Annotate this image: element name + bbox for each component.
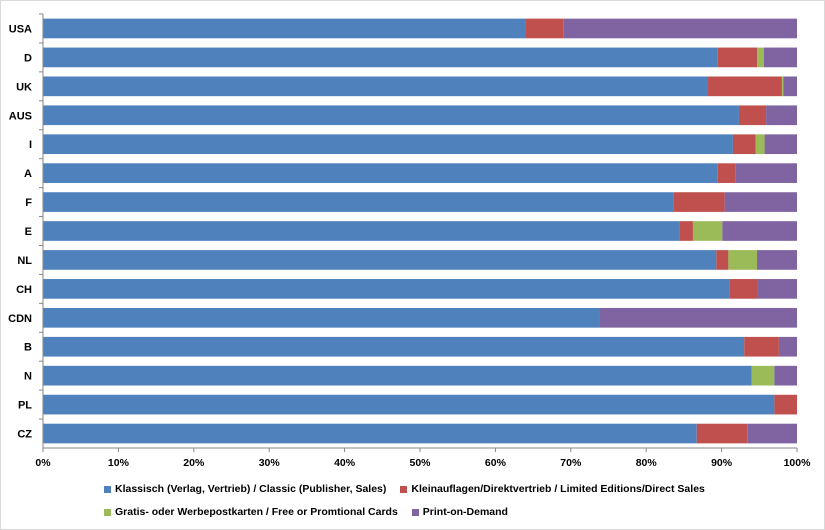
bar-e-series-1	[43, 221, 680, 241]
bar-nl-series-2	[716, 250, 729, 270]
legend-label: Kleinauflagen/Direktvertrieb / Limited E…	[411, 483, 705, 495]
x-tick-label: 30%	[259, 457, 281, 469]
x-tick-label: 100%	[784, 457, 812, 469]
bar-aus-series-1	[43, 105, 739, 126]
x-tick-label: 40%	[334, 457, 356, 469]
category-label: B	[24, 342, 32, 354]
axis-layer	[39, 13, 798, 452]
x-tick-label: 90%	[711, 457, 733, 469]
legend-swatch	[104, 485, 111, 493]
bar-e-series-2	[679, 221, 693, 241]
bar-a-series-1	[43, 163, 718, 183]
bar-n-series-1	[43, 365, 752, 386]
bar-usa-series-4	[563, 18, 797, 39]
bar-nl-series-1	[43, 250, 717, 270]
legend-swatch	[400, 485, 408, 493]
x-tick-label: 50%	[409, 457, 431, 469]
legend-swatch	[411, 508, 419, 516]
bar-a-series-4	[735, 163, 797, 183]
bar-i-series-4	[764, 134, 797, 155]
legend-item: Klassisch (Verlag, Vertrieb) / Classic (…	[104, 483, 386, 495]
bar-uk-series-4	[783, 76, 797, 97]
bar-b-series-2	[744, 336, 779, 357]
bar-cz-series-2	[696, 423, 748, 444]
bar-pl-series-1	[43, 394, 775, 415]
category-label: N	[24, 371, 32, 383]
bar-e-series-4	[722, 221, 797, 241]
bar-a-series-2	[717, 163, 736, 183]
legend-row: Gratis- oder Werbepostkarten / Free or P…	[104, 506, 522, 518]
x-tick-label: 0%	[35, 457, 51, 469]
bar-b-series-4	[778, 336, 797, 357]
bars-layer	[43, 18, 797, 444]
bar-ch-series-4	[757, 279, 797, 299]
bar-f-series-1	[43, 192, 674, 212]
bar-uk-series-2	[708, 76, 782, 97]
legend-item: Print-on-Demand	[411, 506, 508, 518]
category-label: I	[29, 139, 32, 151]
labels-layer: USA D UK AUS I A F E NL CH CDN B N PL CZ 0% 10% 20% 30% 40%…	[8, 23, 811, 469]
bar-d-series-1	[43, 47, 718, 68]
category-label: A	[24, 168, 32, 180]
legend-label: Gratis- oder Werbepostkarten / Free or P…	[115, 506, 398, 518]
category-label: D	[24, 52, 32, 64]
bar-cdn-series-4	[599, 307, 797, 328]
bar-i-series-1	[43, 134, 733, 155]
bar-uk-series-1	[43, 76, 709, 97]
bar-nl-series-4	[757, 250, 797, 270]
bar-f-series-4	[724, 192, 797, 212]
bar-ch-series-1	[43, 279, 730, 299]
bar-i-series-3	[755, 134, 765, 155]
bar-nl-series-3	[728, 250, 758, 270]
legend-item: Kleinauflagen/Direktvertrieb / Limited E…	[400, 483, 705, 495]
category-label: CDN	[8, 313, 32, 325]
category-label: CH	[16, 284, 32, 296]
bar-pl-series-2	[774, 394, 797, 415]
bar-n-series-4	[774, 365, 797, 386]
bar-d-series-2	[717, 47, 758, 68]
x-tick-label: 80%	[636, 457, 658, 469]
category-label: USA	[9, 23, 32, 35]
bar-aus-series-4	[766, 105, 797, 126]
bar-uk-series-3	[781, 76, 784, 97]
x-tick-label: 10%	[108, 457, 130, 469]
bar-cz-series-1	[43, 423, 697, 444]
bar-n-series-3	[751, 365, 775, 386]
bar-cz-series-4	[747, 423, 797, 444]
category-label: CZ	[17, 429, 32, 441]
bar-d-series-3	[757, 47, 764, 68]
legend-swatch	[104, 508, 111, 516]
bar-e-series-3	[692, 221, 723, 241]
legend-label: Print-on-Demand	[422, 506, 508, 518]
category-label: E	[25, 226, 32, 238]
bar-i-series-2	[732, 134, 756, 155]
legend-label: Klassisch (Verlag, Vertrieb) / Classic (…	[115, 483, 387, 495]
bar-ch-series-2	[729, 279, 758, 299]
bar-usa-series-1	[43, 18, 526, 39]
bar-aus-series-2	[738, 105, 767, 126]
bar-f-series-2	[673, 192, 725, 212]
bar-d-series-4	[763, 47, 797, 68]
category-label: NL	[17, 255, 32, 267]
legend-row: Klassisch (Verlag, Vertrieb) / Classic (…	[104, 483, 719, 495]
bar-usa-series-2	[525, 18, 564, 39]
category-label: F	[25, 197, 32, 209]
legend: Klassisch (Verlag, Vertrieb) / Classic (…	[0, 478, 825, 526]
category-label: UK	[16, 81, 32, 93]
legend-item: Gratis- oder Werbepostkarten / Free or P…	[104, 506, 398, 518]
bar-b-series-1	[43, 336, 745, 357]
bar-cdn-series-1	[43, 307, 600, 328]
category-label: PL	[18, 400, 32, 412]
x-tick-label: 60%	[485, 457, 507, 469]
category-label: AUS	[9, 110, 32, 122]
x-tick-label: 20%	[183, 457, 205, 469]
x-tick-label: 70%	[560, 457, 582, 469]
